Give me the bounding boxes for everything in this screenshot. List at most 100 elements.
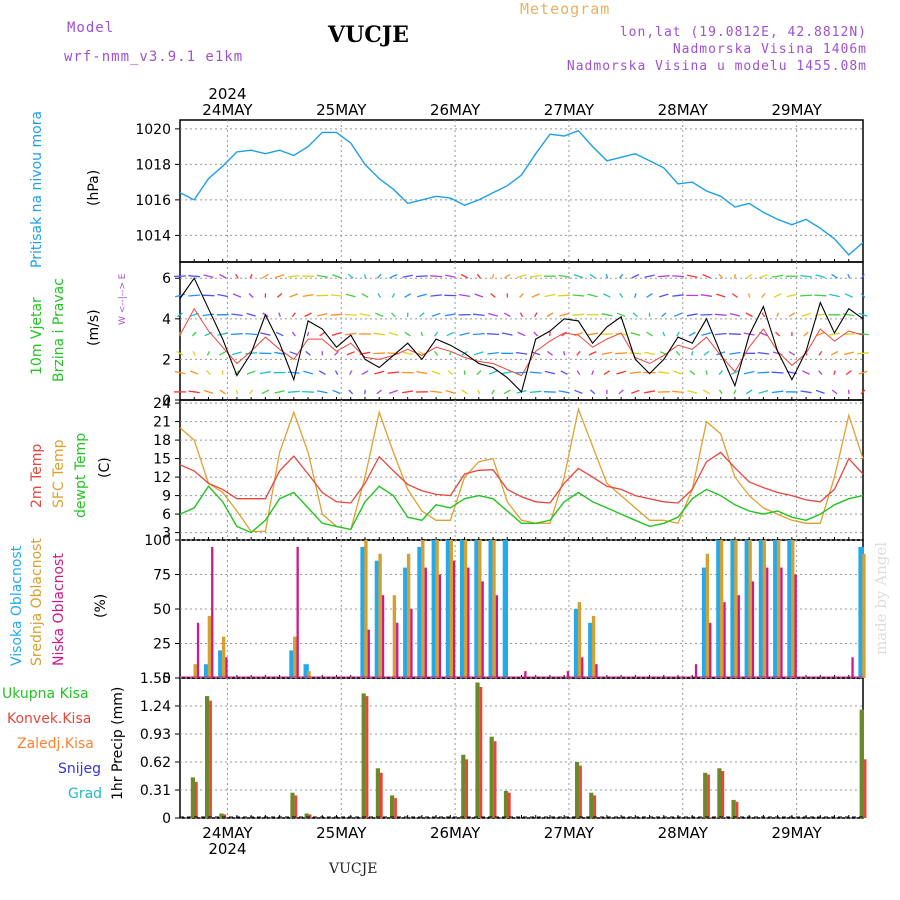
wind-arrow — [373, 332, 385, 336]
wind-arrow — [672, 390, 684, 394]
wind-arrow — [573, 274, 584, 279]
cloud-bar-mid — [449, 540, 453, 678]
wind-arrow — [332, 389, 341, 395]
wind-arrow — [388, 389, 398, 395]
wind-arrow — [204, 331, 213, 337]
wind-arrow — [688, 331, 696, 337]
precip-bar-total — [731, 799, 736, 818]
wind-arrow — [234, 370, 240, 376]
wind-arrow — [772, 274, 784, 278]
wind-arrow — [560, 370, 568, 375]
model-elevation-label: Nadmorska Visina u modelu 1455.08m — [566, 59, 867, 74]
precip-bar-convective — [209, 700, 212, 818]
cloud-bar-high — [417, 546, 423, 678]
day-label-bottom: 29MAY — [771, 824, 822, 842]
cloud-bar-high — [787, 540, 793, 678]
wind-arrow — [745, 389, 753, 395]
wind-arrow — [447, 370, 454, 376]
wind-arrow — [203, 274, 214, 279]
wind-arrow — [733, 389, 737, 395]
wind-arrow — [348, 389, 354, 395]
wind-arrow — [529, 390, 542, 394]
wind-arrow — [662, 331, 666, 337]
wind-arrow — [631, 273, 640, 279]
wind-arrow — [703, 350, 710, 356]
precip-bar-total — [290, 792, 295, 818]
wind-arrow — [705, 370, 708, 375]
cloud-bar-high — [460, 540, 466, 678]
wind-arrow — [576, 350, 581, 356]
wind-arrow — [289, 351, 299, 356]
ytick-label-wind: 0 — [162, 393, 171, 409]
cloud-bar-mid — [221, 636, 226, 678]
wind-arrow — [576, 370, 581, 375]
wind-arrow — [729, 351, 741, 355]
ytick-label-pressure: 1018 — [135, 157, 171, 173]
cloud-bar-low — [296, 546, 299, 678]
wind-arrow — [646, 331, 653, 337]
cloud-bar-high — [758, 540, 765, 678]
wind-arrow — [361, 370, 369, 375]
day-label-top: 26MAY — [430, 101, 481, 119]
wind-arrow — [558, 274, 570, 278]
precip-bar-convective — [579, 765, 582, 818]
wind-arrow — [504, 273, 511, 279]
wind-arrow — [460, 273, 469, 279]
wind-arrow — [714, 332, 727, 336]
wind-arrow — [646, 293, 653, 298]
wind-arrow — [503, 389, 511, 395]
wind-arrow — [672, 275, 684, 278]
wind-arrow — [388, 331, 399, 337]
wind-arrow — [232, 293, 242, 298]
wind-arrow — [174, 370, 186, 375]
wind-arrow — [631, 389, 640, 395]
wind-arrow — [419, 312, 425, 318]
precip-bar-total — [190, 777, 195, 818]
wind-arrow — [546, 350, 553, 356]
wind-arrow — [487, 351, 499, 355]
cloud-bar-high — [403, 567, 409, 678]
cloud-bar-low — [780, 567, 783, 678]
wind-arrow — [364, 389, 366, 395]
wind-arrow — [673, 370, 683, 375]
wind-arrow — [402, 390, 414, 394]
wind-arrow — [761, 312, 766, 318]
wind-arrow — [771, 390, 784, 394]
ytick-label-temperature: 3 — [162, 526, 171, 542]
wind-arrow — [833, 370, 836, 375]
wind-arrow — [533, 331, 539, 337]
wind-arrow — [306, 331, 310, 337]
dewpt-line — [179, 485, 864, 534]
wind-arrow — [758, 274, 768, 279]
day-label-bottom: 28MAY — [658, 824, 709, 842]
cloud-bar-high — [716, 540, 722, 678]
wind-arrow — [829, 332, 841, 336]
wind-arrow — [375, 312, 384, 318]
cloud-bar-high — [445, 540, 452, 678]
cloud-bar-low — [709, 622, 712, 678]
wind-arrow — [404, 293, 412, 298]
cloud-bar-low — [381, 595, 385, 678]
wind-arrow — [788, 350, 796, 356]
wind-arrow — [618, 389, 624, 395]
wind-arrow — [816, 331, 825, 337]
wind-arrow — [574, 389, 583, 395]
cloud-bar-mid — [207, 615, 212, 678]
day-label-top: 24MAY — [202, 101, 253, 119]
cloud-bar-mid — [392, 595, 397, 678]
wind-arrow — [615, 352, 628, 355]
wind-arrow — [235, 273, 239, 279]
wind-arrow — [831, 273, 838, 279]
cloud-bar-mid — [421, 540, 425, 678]
ytick-label-wind: 2 — [162, 352, 171, 368]
wind-arrow — [558, 390, 570, 394]
wind-arrow — [202, 294, 215, 297]
wind-arrow — [472, 332, 485, 336]
wind-arrow — [217, 332, 229, 336]
ytick-label-precipitation: 0.62 — [140, 755, 171, 771]
cloud-bar-high — [488, 540, 494, 678]
wind-arrow — [800, 274, 812, 278]
wind-speed-line — [179, 277, 864, 393]
wind-arrow — [700, 313, 713, 316]
wind-arrow — [376, 273, 382, 279]
